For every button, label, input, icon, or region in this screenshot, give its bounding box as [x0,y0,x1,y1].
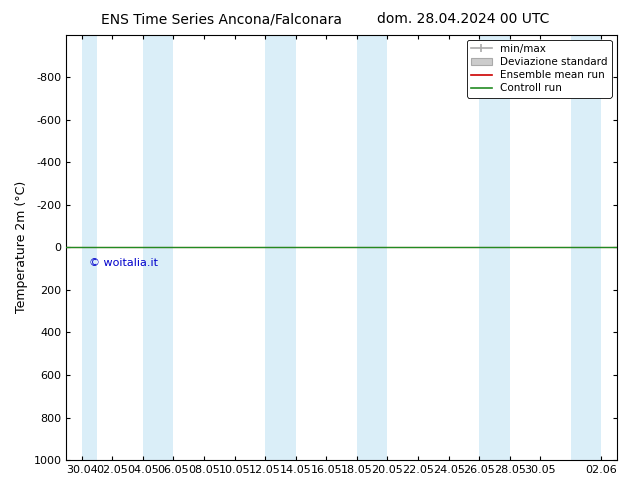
Text: dom. 28.04.2024 00 UTC: dom. 28.04.2024 00 UTC [377,12,549,26]
Text: ENS Time Series Ancona/Falconara: ENS Time Series Ancona/Falconara [101,12,342,26]
Bar [82,35,97,460]
Bar [479,35,510,460]
Text: © woitalia.it: © woitalia.it [89,258,158,268]
Bar [143,35,174,460]
Legend: min/max, Deviazione standard, Ensemble mean run, Controll run: min/max, Deviazione standard, Ensemble m… [467,40,612,98]
Bar [571,35,602,460]
Bar [357,35,387,460]
Bar [265,35,295,460]
Y-axis label: Temperature 2m (°C): Temperature 2m (°C) [15,181,28,314]
